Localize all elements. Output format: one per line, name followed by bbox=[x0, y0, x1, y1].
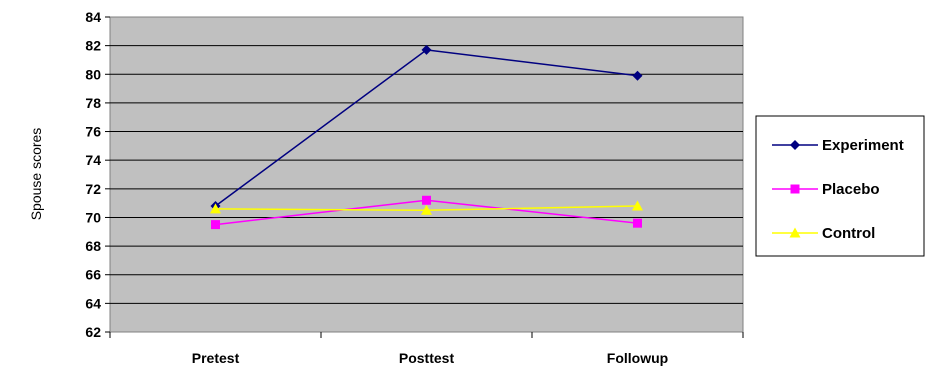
data-point bbox=[632, 70, 643, 81]
x-tick-label: Pretest bbox=[192, 350, 240, 366]
legend-item-control: Control bbox=[772, 225, 875, 242]
y-tick-label: 78 bbox=[85, 95, 101, 111]
legend-label: Control bbox=[822, 225, 875, 242]
legend-swatch-marker bbox=[789, 227, 801, 238]
x-tick-label: Posttest bbox=[399, 350, 455, 366]
data-point bbox=[633, 218, 642, 228]
x-tick-label: Followup bbox=[607, 350, 668, 366]
data-point bbox=[632, 200, 643, 211]
y-tick-label: 82 bbox=[85, 38, 101, 54]
y-tick-label: 70 bbox=[85, 209, 101, 225]
legend-label: Experiment bbox=[822, 137, 904, 154]
legend-label: Placebo bbox=[822, 181, 880, 198]
series-layer bbox=[210, 44, 643, 230]
data-point bbox=[422, 195, 431, 205]
legend-swatch-marker bbox=[790, 184, 800, 194]
series-control bbox=[210, 200, 643, 215]
gridlines bbox=[110, 45, 743, 304]
legend-item-experiment: Experiment bbox=[772, 137, 904, 154]
legend: Experiment Placebo Control bbox=[755, 115, 925, 257]
legend-swatch-marker bbox=[790, 140, 800, 150]
y-tick-label: 72 bbox=[85, 181, 101, 197]
y-tick-label: 68 bbox=[85, 238, 101, 254]
y-tick-label: 74 bbox=[85, 152, 101, 168]
data-point bbox=[421, 44, 432, 55]
plot-area bbox=[109, 16, 744, 333]
x-axis: Pretest Posttest Followup bbox=[109, 332, 744, 366]
y-axis: 62 64 66 68 70 72 74 76 78 80 82 84 bbox=[85, 9, 110, 340]
y-tick-label: 66 bbox=[85, 267, 101, 283]
y-axis-label: Spouse scores bbox=[28, 128, 44, 221]
data-point bbox=[421, 204, 432, 215]
y-tick-label: 76 bbox=[85, 124, 101, 140]
y-tick-label: 62 bbox=[85, 324, 101, 340]
y-tick-label: 64 bbox=[85, 295, 101, 311]
data-point bbox=[211, 220, 220, 230]
y-tick-label: 80 bbox=[85, 66, 101, 82]
y-tick-label: 84 bbox=[85, 9, 101, 25]
legend-item-placebo: Placebo bbox=[772, 181, 880, 198]
data-point bbox=[210, 203, 221, 214]
series-placebo bbox=[211, 195, 642, 230]
